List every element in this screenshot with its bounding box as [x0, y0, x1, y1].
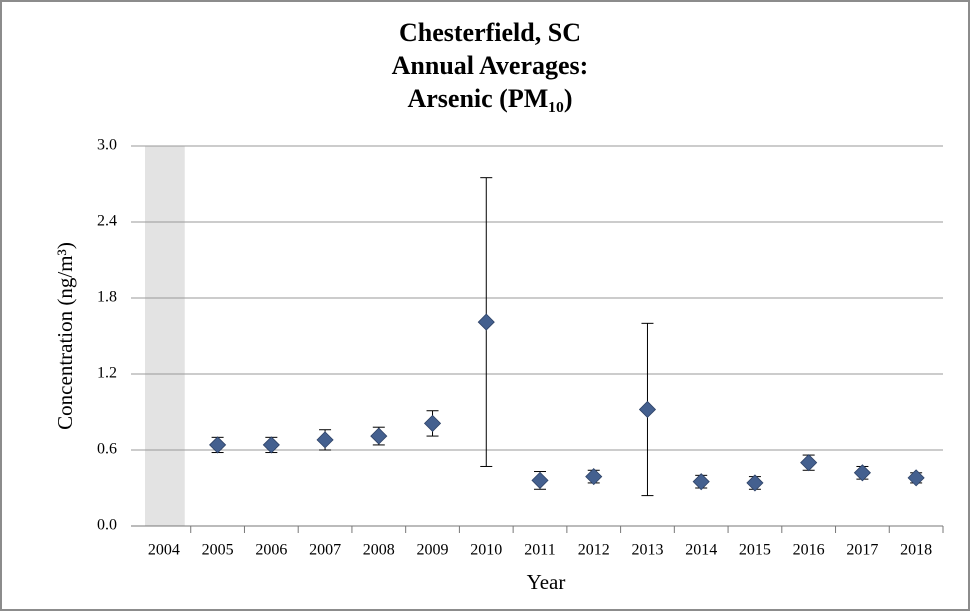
data-point — [800, 454, 818, 472]
x-tick-label: 2005 — [202, 542, 234, 559]
data-point — [692, 473, 710, 491]
x-tick-label: 2014 — [685, 542, 717, 559]
y-tick-label: 2.4 — [97, 213, 117, 230]
x-tick-label: 2007 — [309, 542, 341, 559]
data-point — [477, 313, 495, 331]
x-tick-label: 2015 — [739, 542, 771, 559]
data-point — [585, 468, 603, 486]
y-tick-label: 1.8 — [97, 289, 117, 306]
data-point — [262, 436, 280, 454]
x-tick-label: 2013 — [631, 542, 663, 559]
no-data-band — [145, 146, 185, 526]
y-axis-title: Concentration (ng/m³) — [53, 242, 77, 430]
y-tick-label: 3.0 — [97, 137, 117, 154]
x-tick-label: 2018 — [900, 542, 932, 559]
data-point — [209, 436, 227, 454]
data-point — [423, 414, 442, 432]
y-tick-label: 0.0 — [97, 517, 117, 534]
chart-title: Chesterfield, SC — [399, 18, 581, 47]
x-tick-label: 2017 — [846, 542, 878, 559]
data-point — [853, 464, 871, 482]
x-tick-label: 2012 — [578, 542, 610, 559]
data-point — [370, 427, 388, 445]
chart-title: Annual Averages: — [392, 51, 589, 80]
x-tick-label: 2016 — [793, 542, 825, 559]
data-point — [746, 474, 764, 492]
x-tick-label: 2008 — [363, 542, 395, 559]
x-tick-label: 2011 — [524, 542, 555, 559]
data-point — [531, 471, 549, 489]
y-tick-label: 0.6 — [97, 441, 117, 458]
data-point — [316, 431, 334, 449]
x-axis-title: Year — [527, 570, 566, 594]
x-tick-label: 2004 — [148, 542, 180, 559]
data-point — [907, 469, 925, 487]
data-point — [638, 400, 657, 419]
y-tick-label: 1.2 — [97, 365, 117, 382]
x-tick-label: 2009 — [417, 542, 449, 559]
chart-title: Arsenic (PM₁₀) — [407, 84, 572, 113]
x-tick-label: 2006 — [255, 542, 287, 559]
x-tick-label: 2010 — [470, 542, 502, 559]
